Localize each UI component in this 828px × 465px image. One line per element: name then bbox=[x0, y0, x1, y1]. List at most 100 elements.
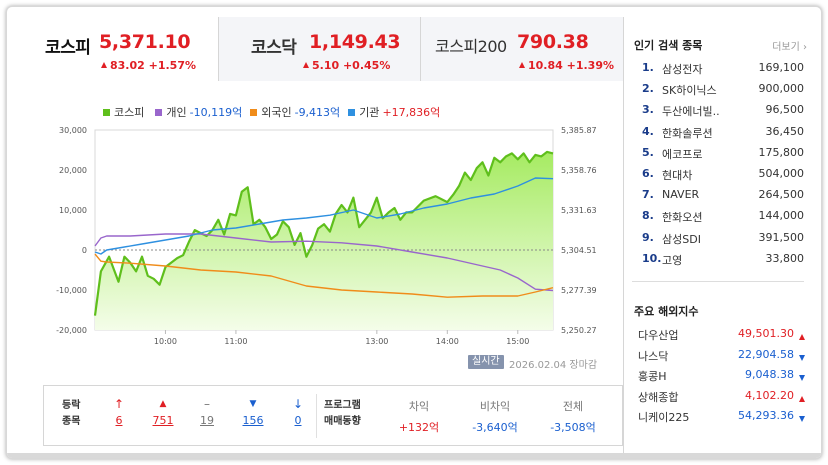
stock-name: 고영 bbox=[662, 253, 683, 267]
limit-up-arrow-icon: ↑ bbox=[113, 397, 125, 411]
popular-stock-row[interactable]: 5. 에코프로 175,800 bbox=[642, 146, 804, 166]
legend-item-institution: 기관 +17,836억 bbox=[348, 104, 440, 120]
index-name: 홍콩H bbox=[638, 370, 667, 383]
stock-rank: 3. bbox=[642, 103, 654, 117]
limit-down-arrow-icon: ↓ bbox=[292, 397, 304, 411]
widget-frame: 코스피 5,371.10 83.02 +1.57% 코스닥 1,149.43 5… bbox=[6, 6, 822, 459]
overseas-index-row[interactable]: 니케이225 54,293.36 bbox=[638, 409, 808, 429]
tab-change: 5.10 +0.45% bbox=[303, 59, 390, 72]
down-triangle-icon: ▼ bbox=[249, 399, 257, 409]
limit-down-count[interactable]: ↓ 0 bbox=[283, 396, 313, 427]
stock-price: 900,000 bbox=[758, 82, 805, 96]
y-right-tick-label: 5,277.39 bbox=[561, 286, 597, 295]
stock-name: 삼성SDI bbox=[662, 232, 701, 246]
market-date: 2026.02.04 장마감 bbox=[509, 360, 598, 371]
tab-change: 10.84 +1.39% bbox=[519, 59, 614, 72]
series-line-kospi bbox=[93, 150, 554, 316]
series-line-individual bbox=[94, 233, 554, 292]
index-value: 22,904.58 bbox=[738, 347, 794, 361]
stock-name: SK하이닉스 bbox=[662, 84, 717, 98]
popular-stock-row[interactable]: 2. SK하이닉스 900,000 bbox=[642, 82, 804, 102]
y-left-tick-label: 10,000 bbox=[59, 206, 87, 215]
up-triangle-icon bbox=[799, 334, 805, 340]
stock-name: 두산에너빌.. bbox=[662, 105, 720, 119]
tab-kospi[interactable]: 코스피 5,371.10 83.02 +1.57% bbox=[17, 17, 219, 81]
stock-price: 169,100 bbox=[758, 61, 805, 74]
overseas-index-row[interactable]: 나스닥 22,904.58 bbox=[638, 348, 808, 368]
chart-legend: 코스피 개인 -10,119억 외국인 -9,413억 기관 +17,836억 bbox=[103, 104, 448, 120]
realtime-badge: 실시간 bbox=[468, 355, 504, 369]
tab-name: 코스피 bbox=[45, 38, 91, 58]
divider bbox=[316, 394, 317, 438]
stock-name: 삼성전자 bbox=[662, 63, 703, 76]
intraday-chart: 30,000 20,000 10,000 0 -10,000 -20,000 5,385.8… bbox=[56, 126, 597, 346]
index-value: 9,048.38 bbox=[745, 368, 794, 381]
stock-rank: 5. bbox=[642, 145, 654, 159]
down-triangle-icon bbox=[799, 354, 805, 361]
stock-price: 504,000 bbox=[758, 167, 805, 180]
advance-decline-header: 등락 종목 bbox=[62, 400, 81, 427]
program-total: 전체 -3,508억 bbox=[550, 400, 596, 434]
popular-stock-row[interactable]: 6. 현대차 504,000 bbox=[642, 167, 804, 187]
index-name: 다우산업 bbox=[638, 329, 679, 342]
index-tabs: 코스피 5,371.10 83.02 +1.57% 코스닥 1,149.43 5… bbox=[17, 17, 623, 81]
stock-price: 96,500 bbox=[765, 103, 805, 117]
limit-up-count[interactable]: ↑ 6 bbox=[104, 396, 134, 427]
tab-kosdaq[interactable]: 코스닥 1,149.43 5.10 +0.45% bbox=[219, 17, 421, 81]
up-triangle-icon bbox=[101, 62, 107, 68]
stock-name: 한화솔루션 bbox=[662, 126, 713, 140]
index-name: 니케이225 bbox=[638, 411, 690, 424]
down-triangle-icon bbox=[799, 375, 805, 381]
popular-stock-row[interactable]: 9. 삼성SDI 391,500 bbox=[642, 231, 804, 251]
frame-bottom-bar bbox=[7, 453, 821, 458]
popular-stock-row[interactable]: 7. NAVER 264,500 bbox=[642, 188, 804, 208]
stock-price: 144,000 bbox=[758, 209, 805, 223]
popular-stock-row[interactable]: 4. 한화솔루션 36,450 bbox=[642, 125, 804, 145]
tab-kospi200[interactable]: 코스피200 790.38 10.84 +1.39% bbox=[421, 17, 623, 81]
y-left-tick-label: -20,000 bbox=[56, 326, 87, 335]
series-line-foreign bbox=[94, 253, 554, 298]
x-tick-label: 15:00 bbox=[506, 337, 529, 346]
overseas-index-row[interactable]: 다우산업 49,501.30 bbox=[638, 327, 808, 347]
y-left-tick-label: -10,000 bbox=[56, 286, 87, 295]
stock-rank: 6. bbox=[642, 167, 654, 180]
overseas-index-row[interactable]: 홍콩H 9,048.38 bbox=[638, 368, 808, 388]
x-tick-label: 10:00 bbox=[154, 337, 177, 346]
stock-name: 현대차 bbox=[662, 169, 693, 182]
stock-rank: 2. bbox=[642, 82, 654, 96]
tab-value: 1,149.43 bbox=[309, 31, 401, 53]
stock-price: 264,500 bbox=[758, 188, 805, 202]
stock-price: 36,450 bbox=[765, 124, 805, 138]
stock-rank: 8. bbox=[642, 209, 654, 223]
more-link[interactable]: 더보기 › bbox=[772, 42, 807, 53]
popular-stock-row[interactable]: 3. 두산에너빌.. 96,500 bbox=[642, 103, 804, 123]
y-left-tick-label: 0 bbox=[82, 246, 87, 255]
popular-stock-row[interactable]: 1. 삼성전자 169,100 bbox=[642, 61, 804, 81]
stock-rank: 10. bbox=[642, 251, 662, 265]
y-right-tick-label: 5,304.51 bbox=[561, 246, 597, 255]
chevron-right-icon: › bbox=[803, 42, 807, 53]
legend-item-foreign: 외국인 -9,413억 bbox=[250, 104, 340, 120]
x-tick-label: 14:00 bbox=[436, 337, 459, 346]
overseas-index-row[interactable]: 상해종합 4,102.20 bbox=[638, 389, 808, 409]
stock-rank: 4. bbox=[642, 124, 654, 138]
popular-stocks-title: 인기 검색 종목 bbox=[634, 39, 703, 52]
stock-rank: 1. bbox=[642, 61, 654, 74]
popular-stock-row[interactable]: 10. 고영 33,800 bbox=[642, 252, 804, 272]
series-line-institution bbox=[94, 177, 554, 255]
advance-count[interactable]: ▲ 751 bbox=[148, 396, 178, 427]
stock-price: 175,800 bbox=[758, 145, 805, 159]
tab-change: 83.02 +1.57% bbox=[101, 59, 196, 72]
index-name: 상해종합 bbox=[638, 390, 679, 404]
y-left-tick-label: 30,000 bbox=[59, 126, 87, 135]
tab-value: 790.38 bbox=[517, 31, 589, 53]
unchanged-count[interactable]: – 19 bbox=[192, 396, 222, 427]
program-arbitrage: 차익 +132억 bbox=[398, 400, 440, 434]
up-triangle-icon bbox=[799, 395, 805, 402]
stock-rank: 9. bbox=[642, 230, 654, 244]
y-right-tick-label: 5,331.63 bbox=[561, 206, 597, 215]
up-triangle-icon: ▲ bbox=[159, 399, 167, 409]
series-area-kospi bbox=[95, 151, 553, 330]
popular-stock-row[interactable]: 8. 한화오션 144,000 bbox=[642, 209, 804, 229]
decline-count[interactable]: ▼ 156 bbox=[238, 396, 268, 427]
